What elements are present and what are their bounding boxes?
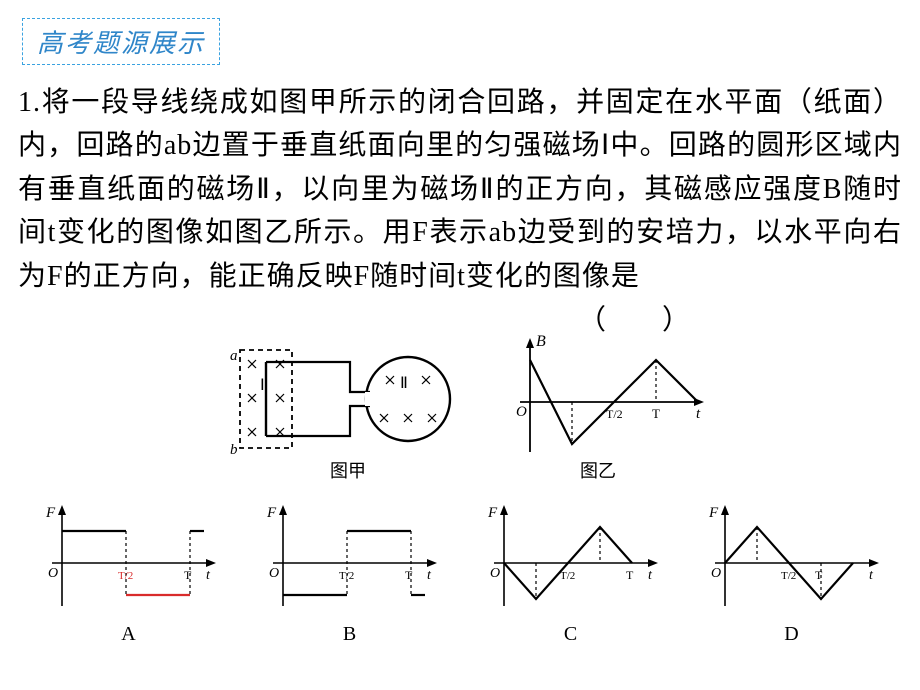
label-b: b	[230, 442, 238, 458]
svg-text:T/2: T/2	[606, 407, 623, 421]
caption-yi: 图乙	[580, 461, 616, 481]
option-D: F O t T/2 T D	[697, 501, 887, 646]
label-a: a	[230, 348, 238, 364]
option-C: F O t T/2 T C	[476, 501, 666, 646]
option-B: F O t T/2 T B	[255, 501, 445, 646]
option-label-D: D	[784, 623, 798, 646]
page: { "header": { "title": "高考题源展示" }, "prob…	[0, 0, 920, 690]
graph-B: F O t T/2 T	[255, 501, 445, 621]
svg-text:T: T	[405, 568, 413, 582]
label-region-II: Ⅱ	[400, 375, 408, 392]
problem-number: 1.	[18, 87, 41, 118]
svg-text:O: O	[711, 566, 721, 581]
graph-C: F O t T/2 T	[476, 501, 666, 621]
svg-text:T/2: T/2	[560, 570, 575, 582]
svg-text:T: T	[184, 568, 192, 582]
svg-text:T/2: T/2	[118, 570, 133, 582]
svg-text:t: t	[427, 568, 432, 583]
option-label-A: A	[121, 623, 135, 646]
svg-text:T: T	[626, 568, 634, 582]
svg-text:T/2: T/2	[781, 570, 796, 582]
svg-text:t: t	[869, 568, 874, 583]
problem-body: 将一段导线绕成如图甲所示的闭合回路，并固定在水平面（纸面）内，回路的ab边置于垂…	[18, 87, 902, 292]
axis-B: B	[536, 333, 546, 350]
svg-text:F: F	[708, 505, 719, 521]
figure-jia-yi: a b Ⅰ Ⅱ 图甲	[200, 332, 720, 497]
problem-text: 1.将一段导线绕成如图甲所示的闭合回路，并固定在水平面（纸面）内，回路的ab边置…	[18, 81, 902, 298]
caption-jia: 图甲	[330, 461, 366, 481]
svg-text:O: O	[48, 566, 58, 581]
figures: a b Ⅰ Ⅱ 图甲	[18, 332, 902, 497]
option-graphs: F O t T/2 T A F O t	[18, 501, 902, 646]
svg-text:T: T	[815, 568, 823, 582]
svg-text:F: F	[45, 505, 56, 521]
option-label-B: B	[343, 623, 356, 646]
axis-t-1: t	[696, 406, 701, 422]
header-box: 高考题源展示	[22, 18, 220, 65]
header-title: 高考题源展示	[37, 29, 205, 58]
svg-text:O: O	[269, 566, 279, 581]
svg-text:t: t	[648, 568, 653, 583]
svg-text:T: T	[652, 406, 660, 421]
svg-text:T/2: T/2	[339, 570, 354, 582]
svg-text:O: O	[490, 566, 500, 581]
svg-text:t: t	[206, 568, 211, 583]
option-label-C: C	[564, 623, 577, 646]
axis-O-1: O	[516, 404, 527, 420]
option-A: F O t T/2 T A	[34, 501, 224, 646]
svg-text:F: F	[266, 505, 277, 521]
svg-text:F: F	[487, 505, 498, 521]
label-region-I: Ⅰ	[260, 377, 265, 394]
graph-D: F O t T/2 T	[697, 501, 887, 621]
graph-A: F O t T/2 T	[34, 501, 224, 621]
